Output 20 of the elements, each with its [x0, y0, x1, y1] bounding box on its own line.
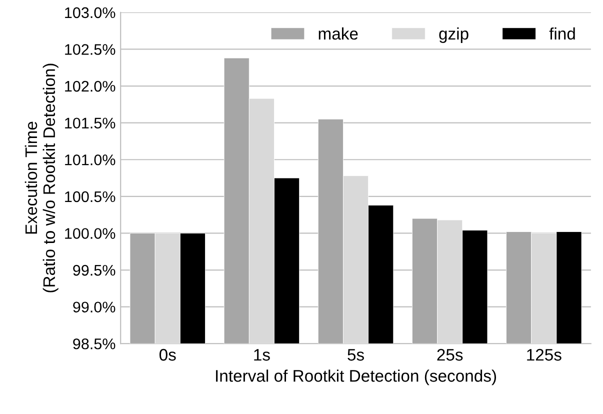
x-tick-label: 0s [159, 348, 176, 361]
x-tick-label: 1s [254, 349, 270, 361]
legend-label: gzip [439, 27, 468, 43]
legend-label: make [318, 27, 358, 40]
y-tick-label: 98.5% [73, 338, 116, 350]
y-tick-label: 102.0% [65, 80, 116, 92]
y-tick-label: 99.5% [73, 264, 116, 276]
x-tick-label: 25s [437, 348, 463, 361]
y-tick-label: 101.0% [65, 154, 116, 166]
legend-label: find [549, 27, 575, 40]
x-tick-label: 125s [527, 348, 562, 361]
y-tick-label: 103.0% [65, 7, 116, 18]
y-tick-label: 102.5% [65, 44, 116, 55]
x-tick-label: 5s [348, 349, 364, 361]
y-axis-title: Execution Time (Ratio to w/o Rootkit Detection) [24, 64, 58, 292]
y-tick-label: 100.0% [65, 228, 116, 239]
y-tick-label: 100.5% [65, 191, 116, 202]
y-tick-label: 101.5% [65, 118, 116, 129]
y-tick-label: 99.0% [73, 302, 116, 313]
x-axis-title: Interval of Rootkit Detection (seconds) [216, 370, 496, 386]
